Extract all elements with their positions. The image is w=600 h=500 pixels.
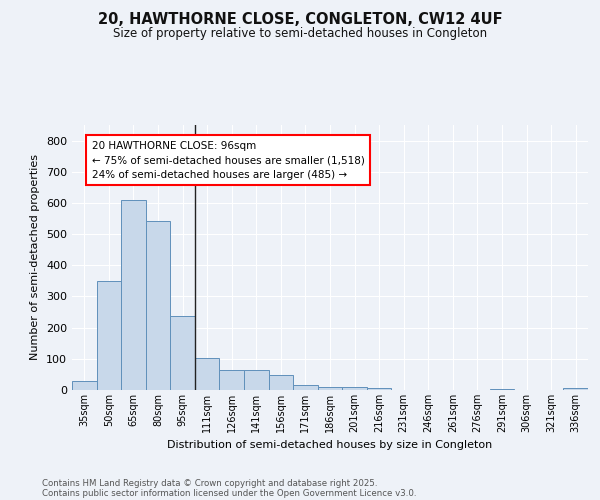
Bar (269, 376, 293, 390)
Bar (146, 221, 170, 390)
Bar (170, 316, 195, 390)
Bar (367, 388, 391, 390)
Bar (490, 389, 514, 390)
Text: Size of property relative to semi-detached houses in Congleton: Size of property relative to semi-detach… (113, 28, 487, 40)
Bar (244, 370, 269, 390)
Bar (342, 387, 367, 390)
Text: 20, HAWTHORNE CLOSE, CONGLETON, CW12 4UF: 20, HAWTHORNE CLOSE, CONGLETON, CW12 4UF (98, 12, 502, 28)
Bar (97, 281, 121, 390)
Text: Contains public sector information licensed under the Open Government Licence v3: Contains public sector information licen… (42, 488, 416, 498)
Text: 20 HAWTHORNE CLOSE: 96sqm
← 75% of semi-detached houses are smaller (1,518)
24% : 20 HAWTHORNE CLOSE: 96sqm ← 75% of semi-… (92, 140, 365, 180)
Bar (220, 370, 244, 390)
Bar (293, 386, 318, 390)
Bar (563, 388, 588, 390)
Bar (318, 387, 342, 390)
Bar (121, 200, 146, 390)
Bar (195, 358, 220, 390)
X-axis label: Distribution of semi-detached houses by size in Congleton: Distribution of semi-detached houses by … (167, 440, 493, 450)
Text: Contains HM Land Registry data © Crown copyright and database right 2025.: Contains HM Land Registry data © Crown c… (42, 478, 377, 488)
Bar (72, 382, 97, 390)
Y-axis label: Number of semi-detached properties: Number of semi-detached properties (31, 154, 40, 360)
